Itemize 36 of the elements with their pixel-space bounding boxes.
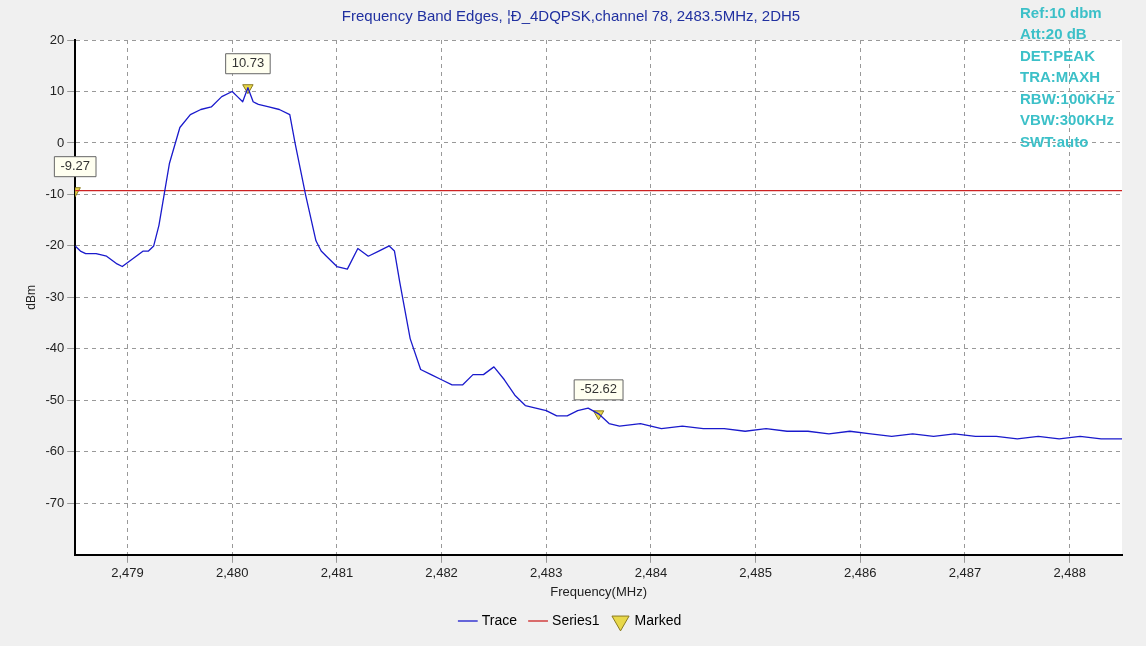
- legend-label: Trace: [481, 611, 518, 628]
- annotation: RBW:100KHz: [1020, 89, 1115, 107]
- x-tick-label: 2,483: [529, 565, 563, 581]
- annotation: Att:20 dB: [1020, 25, 1087, 43]
- chart-title: Frequency Band Edges, ¦Đ_4DQPSK,channel 78, 2483.5MHz, 2DH5: [341, 7, 801, 25]
- y-tick-label: -10: [45, 186, 65, 202]
- annotation: DET:PEAK: [1020, 46, 1096, 64]
- data-label: 10.73: [231, 55, 265, 71]
- annotation: VBW:300KHz: [1020, 111, 1114, 129]
- x-tick-label: 2,487: [948, 565, 982, 581]
- annotation: TRA:MAXH: [1020, 68, 1100, 86]
- y-tick-label: -20: [45, 237, 65, 253]
- y-tick-label: -30: [45, 288, 65, 304]
- data-label: -9.27: [60, 158, 91, 174]
- x-tick-label: 2,480: [215, 565, 249, 581]
- x-tick-label: 2,481: [320, 565, 354, 581]
- text: Ref:10 dbm: [1020, 3, 1102, 21]
- y-tick-label: 20: [49, 31, 65, 47]
- x-tick-label: 2,484: [634, 565, 668, 581]
- x-axis-title: Frequency(MHz): [550, 583, 647, 599]
- y-tick-label: -70: [45, 494, 65, 510]
- annotation: SWT:auto: [1020, 132, 1089, 150]
- y-axis-title: dBm: [23, 285, 38, 310]
- data-label: -52.62: [580, 381, 618, 397]
- legend-label: Series1: [552, 611, 600, 628]
- x-tick-label: 2,488: [1053, 565, 1086, 581]
- y-tick-label: -60: [45, 443, 65, 459]
- x-tick-label: 2,479: [111, 565, 144, 581]
- y-tick-label: 0: [56, 134, 65, 150]
- legend-label: Marked: [634, 611, 682, 628]
- x-tick-label: 2,486: [844, 565, 877, 581]
- y-tick-label: 10: [49, 83, 65, 99]
- y-tick-label: -50: [45, 391, 65, 407]
- x-tick-label: 2,482: [425, 565, 458, 581]
- y-tick-label: -40: [45, 340, 65, 356]
- x-tick-label: 2,485: [739, 565, 772, 581]
